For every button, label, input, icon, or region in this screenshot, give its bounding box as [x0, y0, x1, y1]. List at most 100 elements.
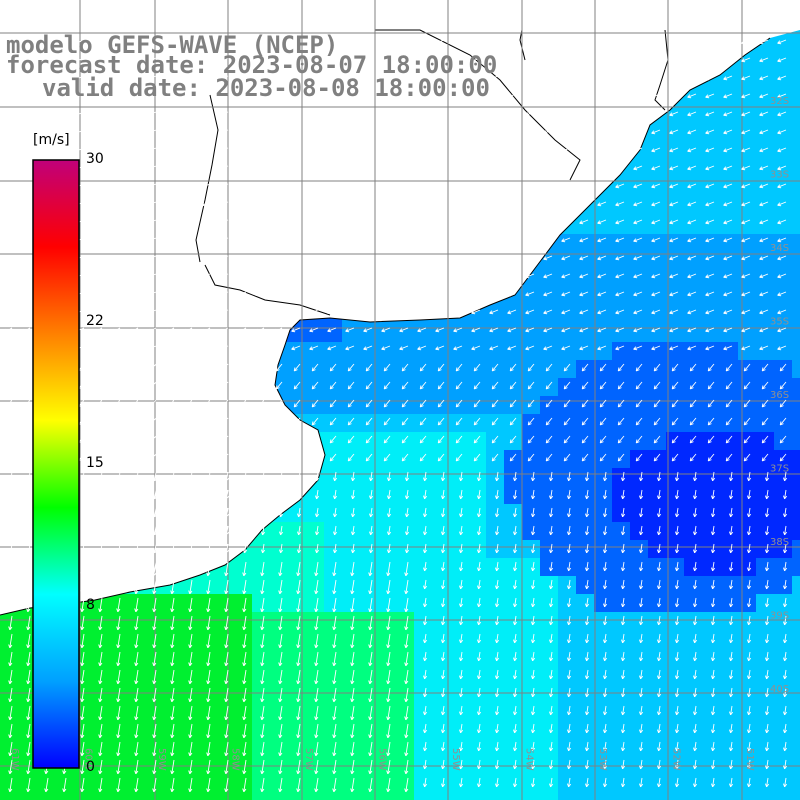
- field-cell: [648, 126, 667, 145]
- field-cell: [648, 666, 667, 685]
- field-cell: [774, 540, 793, 559]
- field-cell: [486, 630, 505, 649]
- field-cell: [540, 630, 559, 649]
- field-cell: [648, 216, 667, 235]
- field-cell: [558, 396, 577, 415]
- field-cell: [684, 162, 703, 181]
- wind-arrow: [219, 93, 229, 99]
- field-cell: [738, 666, 757, 685]
- field-cell: [720, 378, 739, 397]
- wind-arrow: [75, 75, 85, 81]
- wind-arrow: [237, 39, 247, 45]
- field-cell: [18, 630, 37, 649]
- field-cell: [450, 324, 469, 343]
- field-cell: [666, 468, 685, 487]
- field-cell: [630, 234, 649, 253]
- field-cell: [252, 630, 271, 649]
- field-cell: [378, 432, 397, 451]
- wind-arrow: [471, 75, 481, 81]
- field-cell: [756, 342, 775, 361]
- field-cell: [18, 774, 37, 793]
- field-cell: [378, 720, 397, 739]
- field-cell: [774, 324, 793, 343]
- field-cell: [378, 396, 397, 415]
- field-cell: [738, 720, 757, 739]
- field-cell: [252, 702, 271, 721]
- field-cell: [540, 558, 559, 577]
- field-cell: [648, 738, 667, 757]
- field-cell: [396, 792, 415, 800]
- field-cell: [360, 774, 379, 793]
- field-cell: [720, 720, 739, 739]
- field-cell: [738, 126, 757, 145]
- field-cell: [792, 72, 800, 91]
- field-cell: [630, 396, 649, 415]
- field-cell: [702, 648, 721, 667]
- field-cell: [342, 540, 361, 559]
- field-cell: [108, 648, 127, 667]
- field-cell: [324, 504, 343, 523]
- field-cell: [468, 504, 487, 523]
- field-cell: [126, 612, 145, 631]
- field-cell: [504, 360, 523, 379]
- field-cell: [792, 666, 800, 685]
- wind-arrow: [507, 57, 517, 63]
- field-cell: [774, 360, 793, 379]
- field-cell: [666, 234, 685, 253]
- field-cell: [108, 792, 127, 800]
- field-cell: [414, 738, 433, 757]
- wind-arrow: [39, 57, 49, 63]
- field-cell: [144, 612, 163, 631]
- field-cell: [432, 648, 451, 667]
- longitude-label: 57W: [303, 748, 314, 771]
- field-cell: [468, 324, 487, 343]
- wind-arrow: [183, 75, 193, 81]
- field-cell: [378, 540, 397, 559]
- field-cell: [612, 576, 631, 595]
- field-cell: [612, 558, 631, 577]
- field-cell: [774, 702, 793, 721]
- border-line: [195, 94, 219, 263]
- field-cell: [162, 738, 181, 757]
- field-cell: [126, 630, 145, 649]
- field-cell: [18, 756, 37, 775]
- field-cell: [630, 666, 649, 685]
- field-cell: [378, 414, 397, 433]
- field-cell: [18, 666, 37, 685]
- wind-arrow: [273, 75, 283, 81]
- field-cell: [324, 792, 343, 800]
- field-cell: [666, 648, 685, 667]
- field-cell: [756, 738, 775, 757]
- field-cell: [630, 324, 649, 343]
- field-cell: [792, 396, 800, 415]
- field-cell: [342, 720, 361, 739]
- field-cell: [738, 504, 757, 523]
- field-cell: [450, 666, 469, 685]
- wind-arrow: [435, 93, 445, 99]
- wind-arrow: [651, 75, 661, 81]
- field-cell: [792, 360, 800, 379]
- field-cell: [756, 126, 775, 145]
- field-cell: [468, 576, 487, 595]
- field-cell: [414, 702, 433, 721]
- field-cell: [540, 432, 559, 451]
- field-cell: [666, 252, 685, 271]
- field-cell: [522, 774, 541, 793]
- field-cell: [720, 486, 739, 505]
- field-cell: [396, 594, 415, 613]
- wind-arrow: [669, 75, 679, 81]
- field-cell: [180, 594, 199, 613]
- field-cell: [630, 594, 649, 613]
- wind-arrow: [453, 57, 463, 63]
- field-cell: [342, 792, 361, 800]
- field-cell: [162, 774, 181, 793]
- field-cell: [756, 468, 775, 487]
- field-cell: [126, 720, 145, 739]
- field-cell: [720, 306, 739, 325]
- field-cell: [414, 774, 433, 793]
- field-cell: [738, 648, 757, 667]
- wind-arrow: [705, 57, 715, 63]
- field-cell: [594, 666, 613, 685]
- field-cell: [738, 432, 757, 451]
- field-cell: [684, 360, 703, 379]
